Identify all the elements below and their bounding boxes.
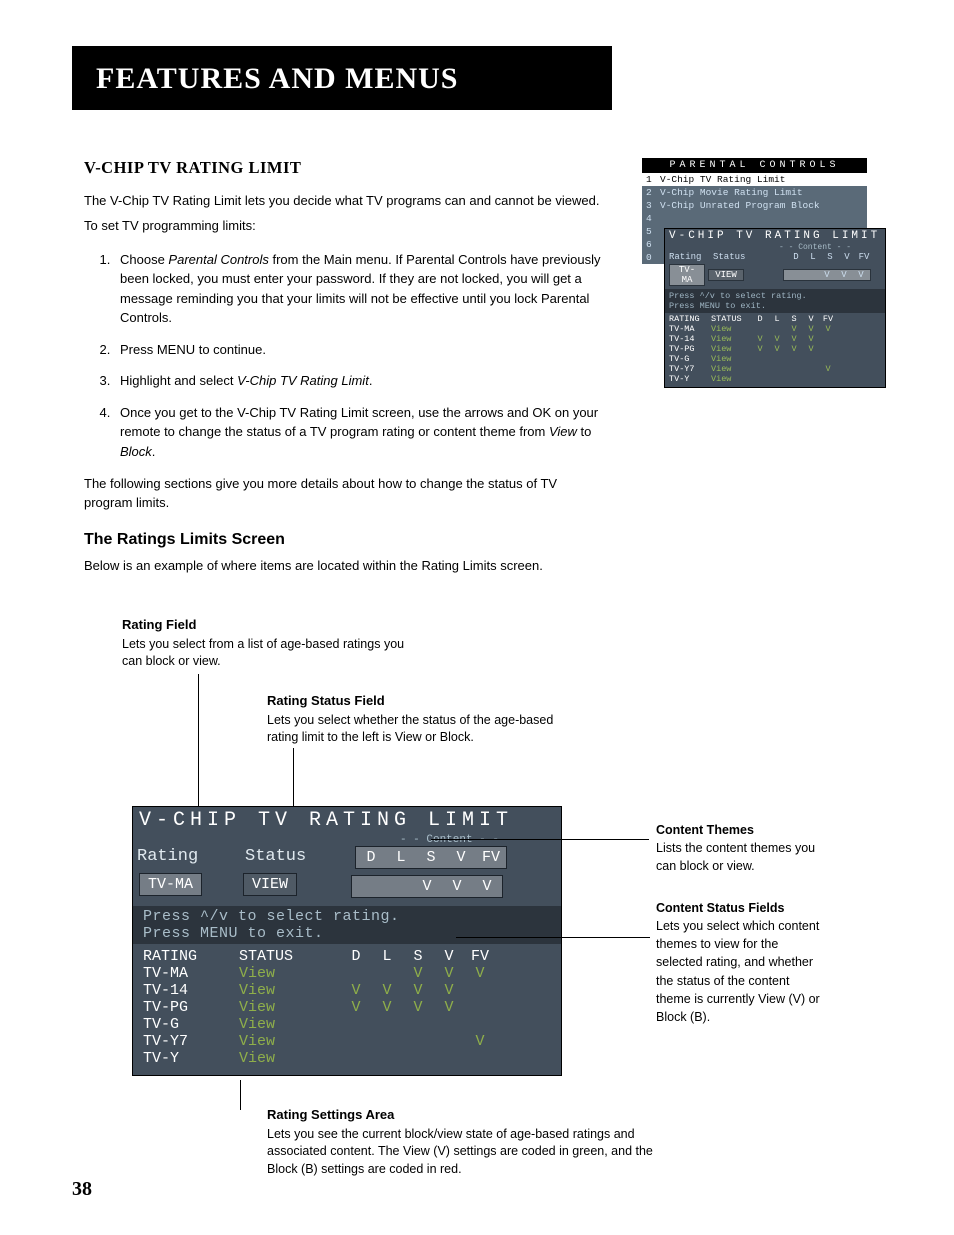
osd-status-label: Status [241, 846, 349, 870]
mini-menu-item: 1V-Chip TV Rating Limit [642, 173, 867, 186]
osd-table-row: TV-YView [143, 1050, 551, 1067]
osd-content-headers: DLSVFV [355, 846, 507, 869]
osd-sel-rating-pill[interactable]: TV-MA [139, 873, 202, 896]
osd-content-heading: - - Content - - [400, 834, 561, 846]
osd-ratings-table: RATINGSTATUSDLSVFVTV-MAViewVVVTV-14ViewV… [133, 944, 561, 1075]
annot-settings-area: Rating Settings Area Lets you see the cu… [267, 1106, 667, 1179]
subsection-heading: The Ratings Limits Screen [84, 531, 602, 549]
page-number: 38 [72, 1178, 92, 1201]
mini-sel-status: VIEW [708, 269, 744, 281]
osd-title: V-CHIP TV RATING LIMIT [133, 807, 561, 834]
annotated-figure: Rating Field Lets you select from a list… [72, 616, 894, 1176]
osd-table-row: TV-14ViewVVVV [143, 982, 551, 999]
osd-press-lines: Press ^/v to select rating. Press MENU t… [133, 906, 561, 944]
banner-title: Features and Menus [96, 62, 588, 96]
mini-header: PARENTAL CONTROLS [642, 158, 867, 173]
mini-status-label: Status [713, 252, 757, 262]
mini-press-lines: Press ^/v to select rating. Press MENU t… [665, 289, 885, 313]
osd-table-row: TV-GView [143, 1016, 551, 1033]
callout-line [456, 937, 650, 938]
step-4: Once you get to the V-Chip TV Rating Lim… [114, 403, 602, 462]
osd-table-row: TV-PGViewVVVV [143, 999, 551, 1016]
osd-screen: V-CHIP TV RATING LIMIT - - Content - - R… [132, 806, 562, 1076]
step-1: Choose Parental Controls from the Main m… [114, 250, 602, 328]
mini-sel-rating: TV-MA [669, 264, 705, 286]
callout-line [240, 1080, 241, 1110]
osd-sel-status-pill[interactable]: VIEW [243, 873, 297, 896]
intro-text-2: To set TV programming limits: [84, 217, 602, 236]
mini-ov-title: V-CHIP TV RATING LIMIT [665, 229, 885, 243]
annot-rating-field: Rating Field Lets you select from a list… [122, 616, 412, 671]
mini-content-col-headers: DLSVFV [757, 252, 881, 262]
mini-content-heading: - - Content - - [757, 243, 881, 252]
mini-ratings-table: RATINGSTATUSDLSVFVTV-MAViewVVVTV-14ViewV… [665, 313, 885, 387]
annot-status-field: Rating Status Field Lets you select whet… [267, 692, 577, 747]
section-heading: V-Chip TV Rating Limit [84, 158, 602, 178]
parental-controls-mini: PARENTAL CONTROLS 1V-Chip TV Rating Limi… [642, 158, 867, 264]
annot-content-themes: Content Themes Lists the content themes … [656, 821, 821, 875]
mini-rating-label: Rating [669, 252, 713, 262]
step-3: Highlight and select V-Chip TV Rating Li… [114, 371, 602, 391]
osd-table-row: TV-Y7ViewV [143, 1033, 551, 1050]
mini-menu-item: 3V-Chip Unrated Program Block [642, 199, 867, 212]
after-text: The following sections give you more det… [84, 475, 602, 513]
mini-menu-item: 2V-Chip Movie Rating Limit [642, 186, 867, 199]
subsection-caption: Below is an example of where items are l… [84, 557, 602, 576]
mini-menu-item: 4 [642, 212, 867, 225]
mini-sel-content-pill: VVV [783, 269, 871, 281]
right-annotations: Content Themes Lists the content themes … [656, 821, 821, 1050]
osd-table-row: TV-MAViewVVV [143, 965, 551, 982]
mini-overlay-panel: V-CHIP TV RATING LIMIT Rating Status - -… [664, 228, 886, 388]
page-banner: Features and Menus [72, 46, 612, 110]
intro-text: The V-Chip TV Rating Limit lets you deci… [84, 192, 602, 211]
callout-line [431, 839, 649, 840]
osd-rating-label: Rating [133, 846, 241, 870]
steps-list: Choose Parental Controls from the Main m… [114, 250, 602, 462]
annot-content-status: Content Status Fields Lets you select wh… [656, 899, 821, 1026]
step-2: Press MENU to continue. [114, 340, 602, 360]
osd-sel-content-pill[interactable]: VVV [351, 875, 503, 898]
